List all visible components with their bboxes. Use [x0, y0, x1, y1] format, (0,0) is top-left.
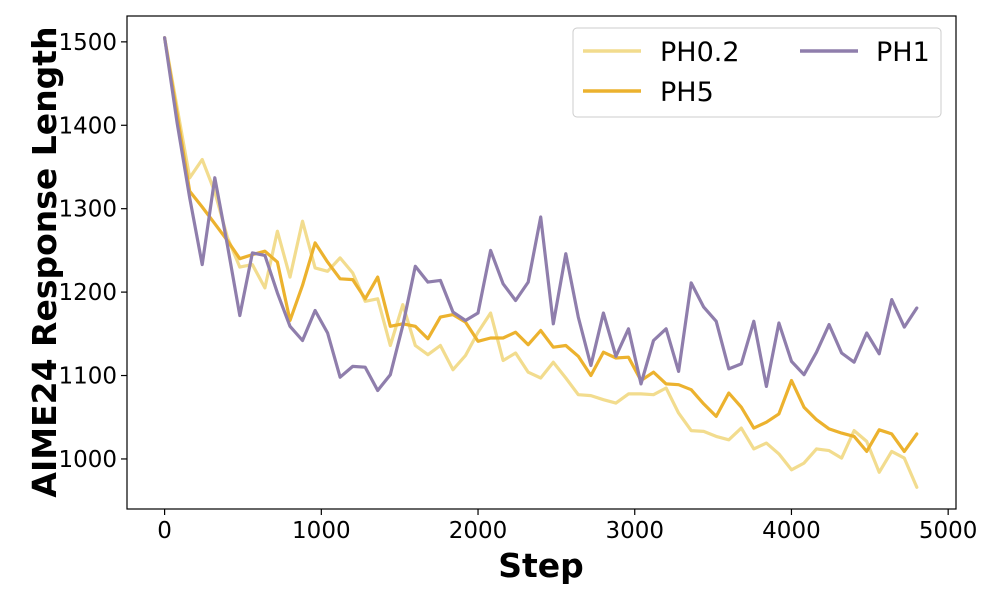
x-tick-label: 2000 — [449, 518, 508, 544]
y-axis-title: AIME24 Response Length — [25, 26, 64, 497]
legend-label-ph0-2: PH0.2 — [660, 37, 740, 68]
series-line-ph1 — [163, 36, 919, 393]
x-tick-label: 0 — [157, 518, 172, 544]
y-tick-label: 1500 — [58, 30, 117, 56]
x-axis-title: Step — [498, 546, 584, 585]
ticks-layer: 0 1000 2000 3000 4000 5000 1000 1100 1200 1300 140… — [58, 30, 977, 544]
x-tick-label: 5000 — [919, 518, 978, 544]
y-tick-label: 1100 — [58, 364, 117, 390]
legend-label-ph1: PH1 — [876, 37, 930, 68]
legend: PH0.2 PH5 PH1 — [572, 27, 942, 118]
y-tick-label: 1200 — [58, 280, 117, 306]
series-line-ph0-2 — [163, 36, 919, 489]
x-tick-label: 1000 — [292, 518, 351, 544]
x-tick-label: 3000 — [605, 518, 664, 544]
series-line-ph5 — [163, 36, 919, 453]
plot-frame — [126, 15, 957, 510]
legend-label-ph5: PH5 — [660, 77, 714, 108]
x-tick-label: 4000 — [762, 518, 821, 544]
series-layer — [163, 36, 919, 489]
y-tick-label: 1300 — [58, 197, 117, 223]
y-tick-label: 1400 — [58, 113, 117, 139]
y-tick-label: 1000 — [58, 447, 117, 473]
